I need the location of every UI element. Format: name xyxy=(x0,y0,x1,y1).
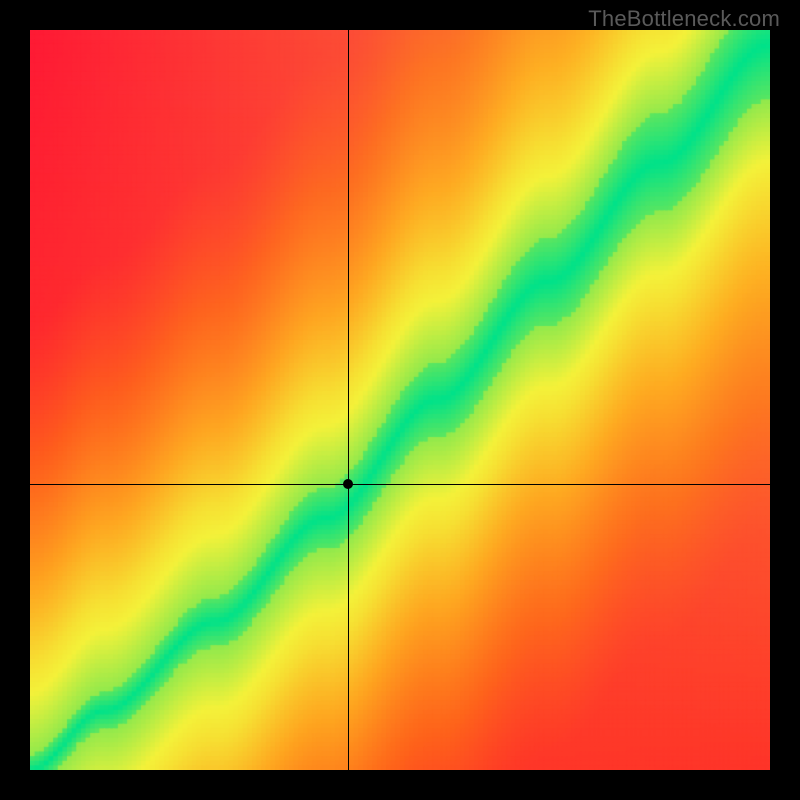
plot-frame xyxy=(30,30,770,770)
heatmap-canvas xyxy=(30,30,770,770)
watermark-text: TheBottleneck.com xyxy=(588,6,780,32)
crosshair-horizontal xyxy=(30,484,770,485)
chart-container: TheBottleneck.com xyxy=(0,0,800,800)
crosshair-vertical xyxy=(348,30,349,770)
crosshair-marker xyxy=(343,479,353,489)
